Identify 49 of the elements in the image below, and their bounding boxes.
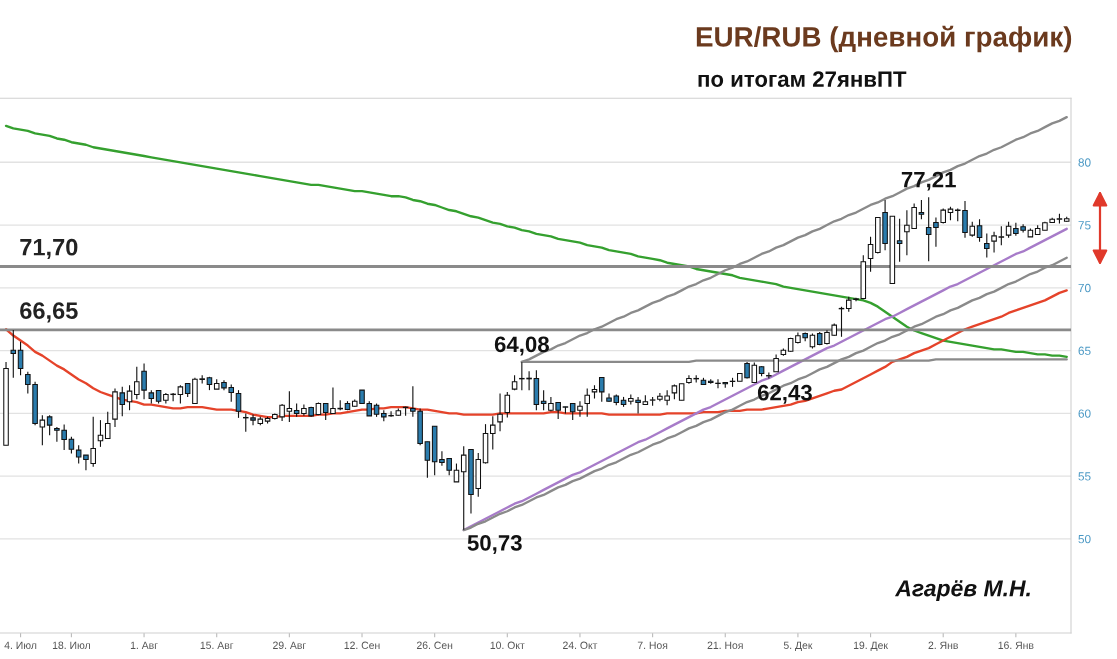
candlestick <box>453 462 460 483</box>
y-tick-label: 55 <box>1078 472 1091 481</box>
annotation: 77,21 <box>901 171 956 191</box>
y-tick-label: 60 <box>1078 409 1091 418</box>
x-tick-label: 18. Июл <box>52 641 90 649</box>
x-tick-label: 4. Июл <box>4 641 37 649</box>
ref-line-label: 71,70 <box>20 238 78 259</box>
y-tick-label: 80 <box>1078 158 1091 167</box>
candlestick <box>17 341 24 376</box>
candlestick <box>126 384 133 411</box>
x-tick-label: 21. Ноя <box>707 641 743 649</box>
y-tick-label: 50 <box>1078 534 1091 544</box>
chart-subtitle: по итогам 27янвПТ <box>698 71 907 87</box>
x-tick-label: 1. Авг <box>130 641 158 649</box>
y-tick-label: 70 <box>1078 283 1091 293</box>
x-tick-label: 19. Дек <box>853 641 888 651</box>
x-tick-label: 12. Сен <box>344 641 380 649</box>
candlestick <box>867 236 874 273</box>
x-tick-label: 5. Дек <box>783 641 813 651</box>
y-tick-label: 75 <box>1078 221 1091 230</box>
candlestick <box>984 232 990 259</box>
y-tick-label: 65 <box>1078 346 1091 355</box>
candlestick <box>104 411 111 440</box>
candlestick <box>598 376 605 403</box>
chart-title: EUR/RUB (дневной график) <box>696 25 1072 53</box>
x-tick-label: 10. Окт <box>490 641 525 649</box>
x-tick-label: 26. Сен <box>416 641 453 649</box>
candlestick <box>976 218 983 243</box>
ref-line-label: 66,65 <box>20 302 78 323</box>
candlestick <box>896 218 903 263</box>
x-tick-label: 24. Окт <box>563 641 598 649</box>
annotation: 64,08 <box>494 336 549 356</box>
candlestick <box>490 415 496 451</box>
line-series <box>4 124 1068 359</box>
candlestick <box>10 329 17 379</box>
candlestick <box>504 391 511 419</box>
x-tick-label: 2. Янв <box>928 641 958 649</box>
x-tick-label: 16. Янв <box>998 641 1034 649</box>
candlestick <box>235 389 242 419</box>
x-tick-label: 29. Авг <box>273 641 306 649</box>
candlestick <box>584 387 590 418</box>
x-tick-label: 15. Авг <box>200 641 234 649</box>
candlestick <box>918 199 925 220</box>
candlestick <box>46 414 53 436</box>
annotation: Агарёв М.Н. <box>894 580 1030 601</box>
annotation: 62,43 <box>757 384 812 404</box>
annotation: 50,73 <box>467 535 522 554</box>
candlestick <box>497 392 503 432</box>
x-tick-label: 7. Ноя <box>637 641 668 649</box>
